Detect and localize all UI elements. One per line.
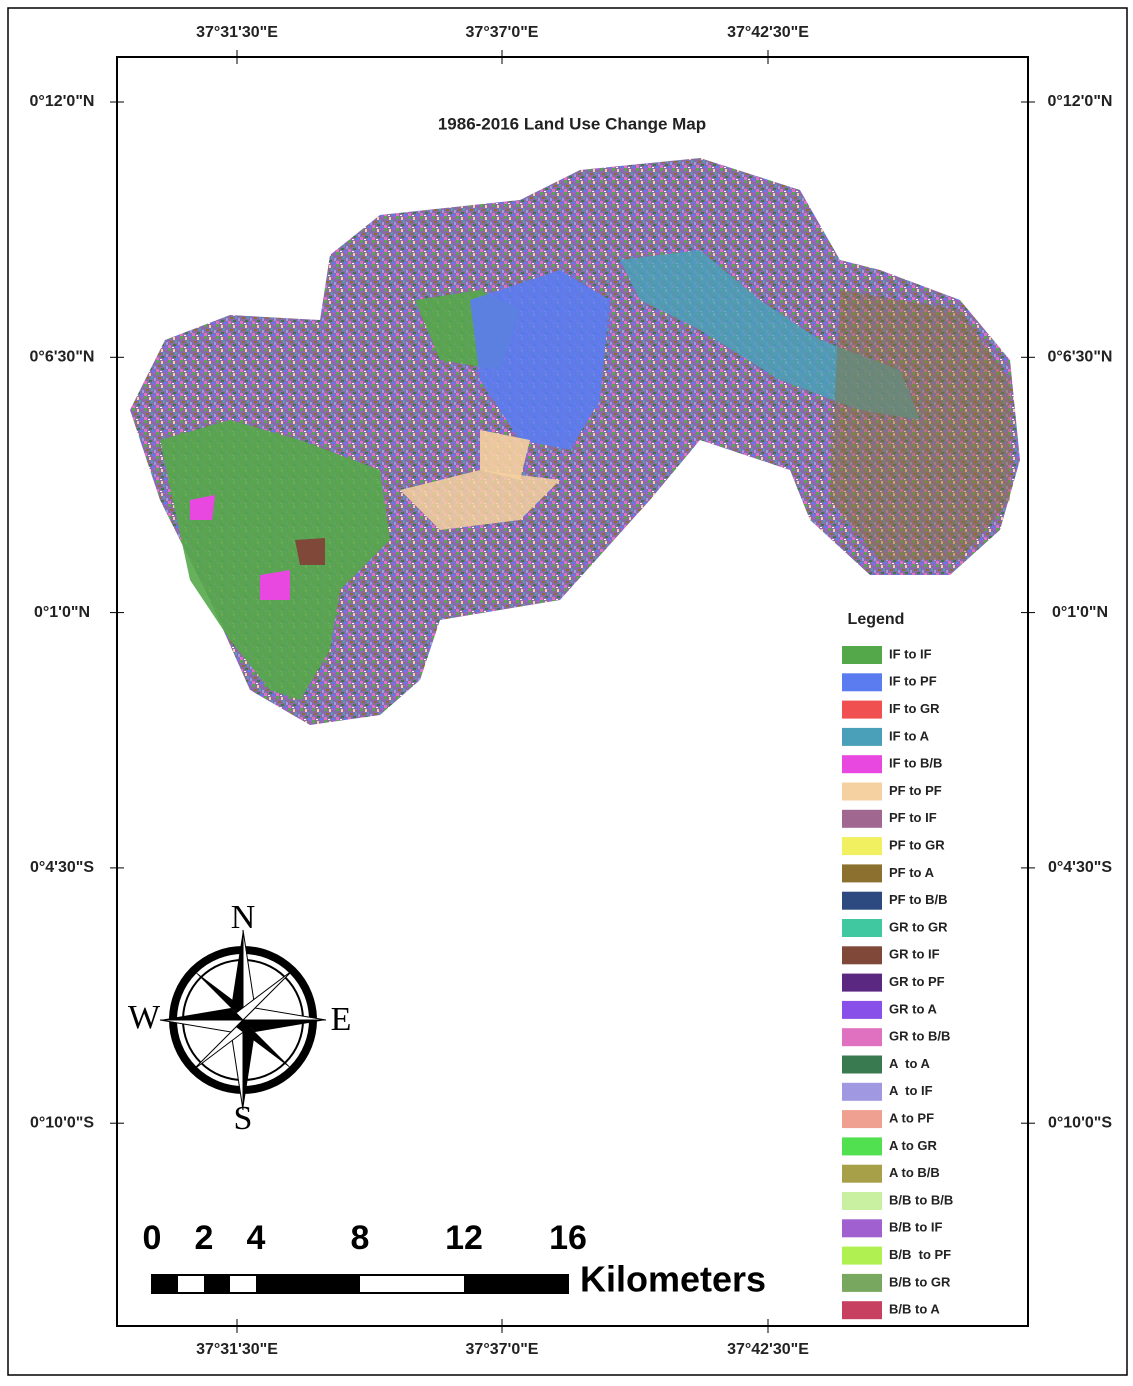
legend-swatch <box>842 1110 882 1128</box>
legend-label: B/B to IF <box>889 1220 942 1235</box>
legend-label: GR to A <box>889 1001 938 1016</box>
legend-swatch <box>842 1083 882 1101</box>
legend-label: IF to IF <box>889 646 932 661</box>
latitude-label-right: 0°12'0"N <box>1048 93 1113 110</box>
legend-label: GR to B/B <box>889 1029 950 1044</box>
legend-label: A to IF <box>889 1083 933 1098</box>
legend-swatch <box>842 1274 882 1292</box>
legend-swatch <box>842 1056 882 1074</box>
compass-rose: N S W E <box>128 899 351 1137</box>
longitude-label-top: 37°37'0"E <box>466 24 539 41</box>
legend-label: A to A <box>889 1056 931 1071</box>
legend-label: PF to IF <box>889 810 937 825</box>
legend-label: IF to GR <box>889 701 940 716</box>
legend-swatch <box>842 892 882 910</box>
latitude-label-right: 0°6'30"N <box>1048 349 1113 366</box>
scale-bar-segment <box>152 1275 178 1293</box>
legend-swatch <box>842 673 882 691</box>
legend-swatch <box>842 810 882 828</box>
legend-label: PF to A <box>889 865 935 880</box>
legend-swatch <box>842 1301 882 1319</box>
legend-label: A to B/B <box>889 1165 940 1180</box>
legend-swatch <box>842 755 882 773</box>
legend-label: GR to GR <box>889 919 948 934</box>
scale-tick-label: 4 <box>247 1219 266 1257</box>
scale-bar-segment <box>204 1275 230 1293</box>
scale-tick-label: 8 <box>351 1219 370 1257</box>
legend-label: B/B to B/B <box>889 1192 953 1207</box>
scale-bar-segment <box>256 1275 360 1293</box>
compass-west: W <box>128 999 161 1036</box>
compass-east: E <box>331 1001 352 1038</box>
latitude-label-left: 0°6'30"N <box>30 349 95 366</box>
scale-tick-label: 12 <box>445 1219 483 1257</box>
legend-swatch <box>842 1165 882 1183</box>
legend-label: GR to IF <box>889 947 940 962</box>
latitude-label-left: 0°4'30"S <box>30 859 94 876</box>
scale-tick-label: 2 <box>195 1219 214 1257</box>
latitude-label-left: 0°12'0"N <box>30 93 95 110</box>
map-page: 1986-2016 Land Use Change Map 37°31'30"E… <box>0 0 1133 1381</box>
legend-title: Legend <box>848 611 905 628</box>
legend-label: GR to PF <box>889 974 945 989</box>
longitude-label-top: 37°42'30"E <box>727 24 809 41</box>
legend-swatch <box>842 1219 882 1237</box>
legend-label: B/B to PF <box>889 1247 951 1262</box>
legend: Legend IF to IF IF to PF IF to GR IF to A IF… <box>842 611 953 1319</box>
legend-label: PF to B/B <box>889 892 948 907</box>
legend-swatch <box>842 728 882 746</box>
legend-swatch <box>842 1137 882 1155</box>
compass-south: S <box>234 1100 253 1137</box>
legend-swatch <box>842 974 882 992</box>
legend-label: B/B to GR <box>889 1274 951 1289</box>
legend-swatch <box>842 1001 882 1019</box>
longitude-label-bottom: 37°37'0"E <box>466 1341 539 1358</box>
legend-label: B/B to A <box>889 1302 940 1317</box>
legend-label: A to PF <box>889 1111 934 1126</box>
legend-swatch <box>842 837 882 855</box>
legend-label: PF to PF <box>889 783 942 798</box>
legend-swatch <box>842 864 882 882</box>
compass-north: N <box>231 899 256 936</box>
legend-swatch <box>842 919 882 937</box>
longitude-label-bottom: 37°42'30"E <box>727 1341 809 1358</box>
scale-bar-segment <box>464 1275 568 1293</box>
latitude-label-left: 0°10'0"S <box>30 1114 94 1131</box>
legend-swatch <box>842 1247 882 1265</box>
legend-swatch <box>842 1192 882 1210</box>
legend-swatch <box>842 646 882 664</box>
latitude-label-right: 0°4'30"S <box>1048 859 1112 876</box>
scale-tick-label: 0 <box>143 1219 162 1257</box>
legend-swatch <box>842 946 882 964</box>
scale-tick-label: 16 <box>549 1219 587 1257</box>
scale-unit: Kilometers <box>580 1259 766 1300</box>
legend-label: IF to PF <box>889 674 937 689</box>
latitude-label-right: 0°10'0"S <box>1048 1114 1112 1131</box>
map-title: 1986-2016 Land Use Change Map <box>438 114 706 133</box>
legend-label: IF to B/B <box>889 756 942 771</box>
land-use-raster <box>130 158 1020 725</box>
legend-swatch <box>842 783 882 801</box>
legend-swatch <box>842 701 882 719</box>
legend-swatch <box>842 1028 882 1046</box>
legend-label: PF to GR <box>889 838 945 853</box>
longitude-label-bottom: 37°31'30"E <box>196 1341 278 1358</box>
longitude-label-top: 37°31'30"E <box>196 24 278 41</box>
legend-label: A to GR <box>889 1138 938 1153</box>
legend-label: IF to A <box>889 728 930 743</box>
latitude-label-right: 0°1'0"N <box>1052 604 1108 621</box>
latitude-label-left: 0°1'0"N <box>34 604 90 621</box>
